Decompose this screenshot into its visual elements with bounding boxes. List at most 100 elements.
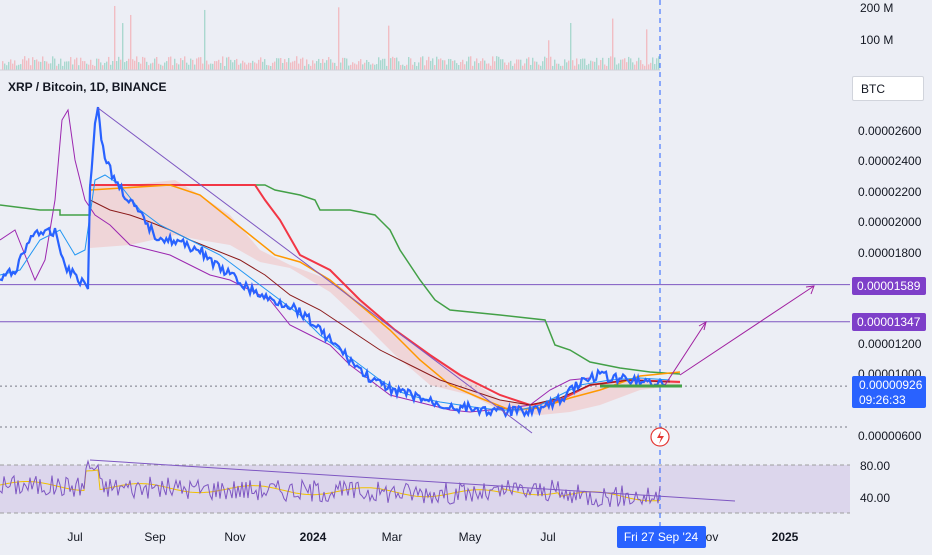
volume-bar	[204, 9, 206, 70]
volume-bar	[358, 61, 360, 70]
volume-bar	[24, 56, 26, 70]
volume-bar	[332, 62, 334, 70]
volume-bar	[496, 56, 498, 70]
volume-bar	[88, 64, 90, 70]
volume-bar	[124, 62, 126, 70]
volume-bar	[294, 60, 296, 70]
volume-bar	[426, 60, 428, 70]
volume-bar	[434, 65, 436, 70]
volume-bar	[654, 63, 656, 70]
volume-bar	[406, 64, 408, 70]
volume-bar	[168, 57, 170, 70]
volume-bar	[100, 62, 102, 70]
currency-selector[interactable]: BTC	[852, 76, 924, 101]
volume-bar	[288, 58, 290, 70]
volume-bar	[324, 62, 326, 70]
volume-bar	[546, 57, 548, 70]
volume-bar	[338, 7, 340, 70]
volume-bar	[178, 64, 180, 70]
volume-bar	[60, 58, 62, 70]
volume-bar	[468, 56, 470, 70]
volume-bar	[300, 58, 302, 70]
volume-bar	[600, 60, 602, 70]
volume-bar	[594, 61, 596, 70]
volume-bar	[630, 58, 632, 70]
volume-bar	[222, 56, 224, 70]
volume-bar	[90, 59, 92, 70]
volume-bar	[560, 65, 562, 70]
volume-bar	[142, 56, 144, 70]
volume-bar	[538, 64, 540, 70]
volume-bar	[492, 56, 494, 70]
volume-bar	[296, 56, 298, 70]
volume-bar	[224, 65, 226, 70]
volume-bar	[372, 63, 374, 70]
volume-bar	[540, 65, 542, 70]
volume-bar	[46, 61, 48, 70]
volume-bar	[438, 59, 440, 70]
volume-bar	[430, 60, 432, 70]
volume-bar	[12, 63, 14, 70]
volume-bar	[558, 63, 560, 70]
volume-bar	[582, 58, 584, 70]
volume-bar	[220, 62, 222, 70]
volume-bar	[364, 62, 366, 70]
volume-bar	[534, 61, 536, 70]
volume-bar	[306, 59, 308, 70]
volume-bar	[106, 61, 108, 70]
volume-bar	[186, 62, 188, 70]
volume-bar	[656, 58, 658, 70]
volume-bar	[532, 57, 534, 70]
volume-bar	[634, 64, 636, 70]
volume-bar	[466, 61, 468, 70]
volume-bar	[272, 62, 274, 70]
volume-bar	[606, 65, 608, 70]
volume-bar	[530, 64, 532, 70]
volume-bar	[500, 59, 502, 70]
volume-bar	[116, 61, 118, 70]
volume-bar	[242, 60, 244, 70]
volume-bar	[542, 61, 544, 70]
volume-bar	[94, 65, 96, 70]
volume-bar	[230, 59, 232, 70]
level-2-price-tag	[852, 313, 926, 331]
volume-bar	[244, 62, 246, 70]
volume-bar	[234, 60, 236, 70]
volume-bar	[236, 58, 238, 70]
volume-bar	[568, 60, 570, 70]
volume-bar	[184, 56, 186, 70]
volume-bar	[394, 58, 396, 70]
volume-bar	[40, 61, 42, 70]
volume-bar	[92, 64, 94, 70]
volume-bar	[110, 64, 112, 70]
volume-bar	[64, 61, 66, 70]
countdown-label: 09:26:33	[859, 393, 906, 407]
volume-bar	[134, 60, 136, 70]
volume-bar	[82, 61, 84, 70]
price-scale-label: 0.00002400	[858, 154, 922, 168]
volume-bar	[154, 58, 156, 70]
volume-bar	[524, 63, 526, 70]
volume-bar	[346, 58, 348, 70]
volume-bar	[518, 59, 520, 70]
volume-bar	[374, 64, 376, 70]
volume-bar	[408, 56, 410, 70]
volume-bar	[304, 65, 306, 70]
volume-bar	[302, 57, 304, 70]
time-axis-label: Jul	[540, 530, 555, 544]
volume-bar	[292, 61, 294, 70]
volume-bar	[392, 56, 394, 70]
projection-arrow-2	[679, 285, 815, 376]
kijun-line	[89, 199, 671, 406]
volume-bar	[440, 58, 442, 70]
volume-bar	[380, 60, 382, 70]
volume-bar	[258, 59, 260, 70]
volume-bar	[610, 56, 612, 70]
volume-bar	[286, 62, 288, 70]
volume-bar	[386, 65, 388, 70]
volume-bar	[620, 59, 622, 70]
volume-bar	[290, 62, 292, 70]
volume-bar	[400, 65, 402, 70]
volume-bar	[436, 56, 438, 70]
time-axis-label: ov	[706, 530, 719, 544]
